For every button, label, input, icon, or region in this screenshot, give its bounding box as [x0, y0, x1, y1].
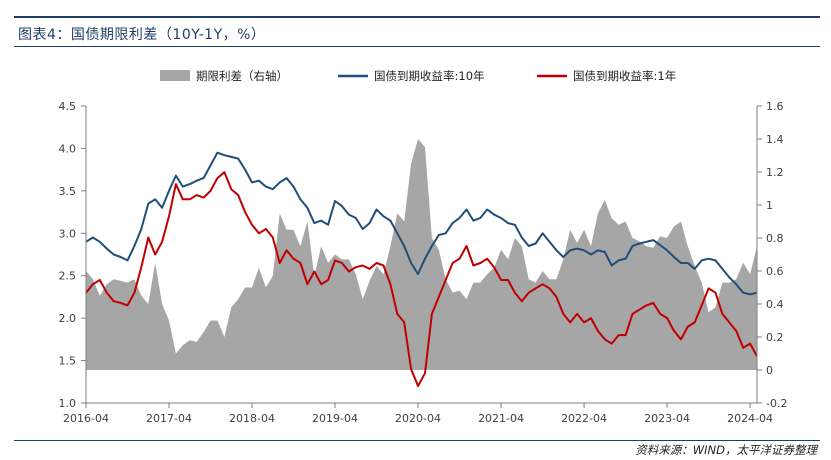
title-rule [14, 46, 820, 47]
top-rule [14, 16, 820, 18]
left-tick-label: 4.0 [59, 142, 77, 155]
right-tick-label: 0.8 [766, 232, 784, 245]
axes-layer: 1.0 1.5 2.0 2.5 3.0 3.5 4.0 4.5 -0.2 0 0.2 0.4 0.6 0.… [59, 100, 788, 425]
x-tick-label: 2022-04 [561, 412, 607, 425]
right-tick-label: 0.6 [766, 265, 784, 278]
legend-label-y1: 国债到期收益率:1年 [573, 69, 676, 83]
x-tick-label: 2018-04 [229, 412, 275, 425]
x-tick-label: 2019-04 [312, 412, 358, 425]
figure-title: 图表4：国债期限利差（10Y-1Y，%） [18, 27, 266, 43]
right-tick-label: 0.4 [766, 298, 784, 311]
right-tick-label: 0 [766, 364, 773, 377]
x-tick-label: 2016-04 [63, 412, 109, 425]
left-tick-label: 2.5 [59, 270, 77, 283]
left-tick-label: 3.0 [59, 227, 77, 240]
legend-label-y10: 国债到期收益率:10年 [374, 69, 485, 83]
x-tick-label: 2021-04 [478, 412, 524, 425]
left-tick-label: 4.5 [59, 100, 77, 113]
legend-swatch-spread [160, 70, 190, 81]
right-tick-label: 1 [766, 199, 773, 212]
x-tick-label: 2023-04 [644, 412, 690, 425]
spread-area-layer [86, 139, 757, 370]
series-y10-line [85, 151, 758, 296]
source-note: 资料来源：WIND，太平洋证券整理 [635, 443, 817, 457]
right-tick-label: 1.4 [766, 133, 784, 146]
left-tick-label: 3.5 [59, 185, 77, 198]
bottom-rule [14, 440, 820, 441]
left-tick-label: 1.5 [59, 355, 77, 368]
lines-layer [85, 151, 758, 387]
left-tick-label: 1.0 [59, 397, 77, 410]
x-tick-label: 2024-04 [727, 412, 773, 425]
x-tick-label: 2020-04 [395, 412, 441, 425]
series-y1-line [85, 171, 758, 387]
right-tick-label: 1.2 [766, 166, 784, 179]
left-tick-label: 2.0 [59, 312, 77, 325]
x-tick-label: 2017-04 [146, 412, 192, 425]
right-tick-label: -0.2 [766, 397, 787, 410]
right-tick-label: 1.6 [766, 100, 784, 113]
series-spread-area [86, 139, 757, 370]
right-tick-label: 0.2 [766, 331, 784, 344]
chart: 1.0 1.5 2.0 2.5 3.0 3.5 4.0 4.5 -0.2 0 0.2 0.4 0.6 0.… [59, 69, 788, 425]
legend-label-spread: 期限利差（右轴） [196, 69, 288, 83]
legend: 期限利差（右轴） 国债到期收益率:10年 国债到期收益率:1年 [160, 69, 676, 83]
